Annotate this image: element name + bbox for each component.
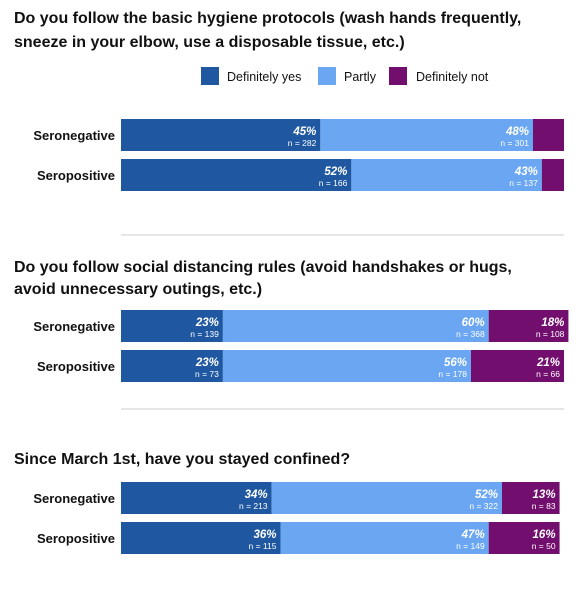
data-label-count: n = 115 bbox=[249, 541, 277, 551]
data-label-percent: 36% bbox=[253, 529, 276, 541]
legend-swatch-2 bbox=[389, 67, 407, 85]
chart-title-line: Do you follow the basic hygiene protocol… bbox=[14, 10, 521, 27]
data-label-count: n = 83 bbox=[532, 501, 556, 511]
data-label-count: n = 178 bbox=[438, 369, 467, 379]
data-label-percent: 47% bbox=[461, 529, 485, 541]
data-label-percent: 34% bbox=[245, 489, 268, 501]
bar-segment bbox=[488, 522, 560, 554]
bar-segment bbox=[320, 119, 533, 151]
data-label-count: n = 322 bbox=[469, 501, 498, 511]
data-label-percent: 56% bbox=[444, 357, 467, 369]
category-label: Seropositive bbox=[37, 168, 115, 183]
data-label-percent: 52% bbox=[324, 166, 347, 178]
legend-label-1: Partly bbox=[344, 70, 377, 84]
bar-segment bbox=[280, 522, 489, 554]
bar-segment bbox=[121, 119, 321, 151]
data-label-percent: 48% bbox=[505, 126, 529, 138]
bar-segment bbox=[121, 522, 281, 554]
data-label-count: n = 149 bbox=[456, 541, 485, 551]
data-label-percent: 45% bbox=[292, 126, 316, 138]
bar-segment bbox=[121, 350, 223, 382]
data-label-count: n = 66 bbox=[536, 369, 560, 379]
data-label-count: n = 301 bbox=[500, 138, 529, 148]
data-label-count: n = 108 bbox=[536, 329, 565, 339]
data-label-count: n = 166 bbox=[319, 178, 348, 188]
bar-segment bbox=[271, 482, 502, 514]
bar-segment bbox=[222, 350, 471, 382]
data-label-percent: 16% bbox=[533, 529, 556, 541]
data-label-count: n = 137 bbox=[509, 178, 538, 188]
data-label-percent: 18% bbox=[541, 317, 564, 329]
legend-swatch-1 bbox=[318, 67, 336, 85]
bar-segment bbox=[501, 482, 560, 514]
data-label-count: n = 282 bbox=[288, 138, 317, 148]
legend-label-2: Definitely not bbox=[416, 70, 489, 84]
data-label-count: n = 50 bbox=[532, 541, 556, 551]
chart-title-line: Since March 1st, have you stayed confine… bbox=[14, 451, 350, 468]
data-label-count: n = 139 bbox=[190, 329, 219, 339]
category-label: Seropositive bbox=[37, 531, 115, 546]
bar-segment bbox=[351, 159, 542, 191]
legend-label-0: Definitely yes bbox=[227, 70, 301, 84]
data-label-percent: 21% bbox=[536, 357, 560, 369]
category-label: Seropositive bbox=[37, 359, 115, 374]
category-label: Seronegative bbox=[33, 128, 115, 143]
chart-title-line: Do you follow social distancing rules (a… bbox=[14, 259, 512, 276]
bar-segment bbox=[121, 159, 352, 191]
category-label: Seronegative bbox=[33, 319, 115, 334]
bar-segment bbox=[121, 310, 223, 342]
data-label-count: n = 73 bbox=[195, 369, 219, 379]
bar-segment bbox=[470, 350, 564, 382]
bar-segment bbox=[488, 310, 569, 342]
chart-title-line: sneeze in your elbow, use a disposable t… bbox=[14, 34, 405, 51]
legend-swatch-0 bbox=[201, 67, 219, 85]
data-label-percent: 23% bbox=[195, 317, 219, 329]
data-label-percent: 13% bbox=[533, 489, 556, 501]
category-label: Seronegative bbox=[33, 491, 115, 506]
data-label-percent: 23% bbox=[195, 357, 219, 369]
data-label-percent: 52% bbox=[475, 489, 498, 501]
bar-segment bbox=[121, 482, 272, 514]
bar-segment bbox=[532, 119, 564, 151]
bar-segment bbox=[222, 310, 489, 342]
data-label-count: n = 213 bbox=[239, 501, 268, 511]
bar-segment bbox=[541, 159, 564, 191]
data-label-percent: 43% bbox=[514, 166, 538, 178]
data-label-count: n = 368 bbox=[456, 329, 485, 339]
data-label-percent: 60% bbox=[462, 317, 485, 329]
chart-title-line: avoid unnecessary outings, etc.) bbox=[14, 281, 262, 298]
